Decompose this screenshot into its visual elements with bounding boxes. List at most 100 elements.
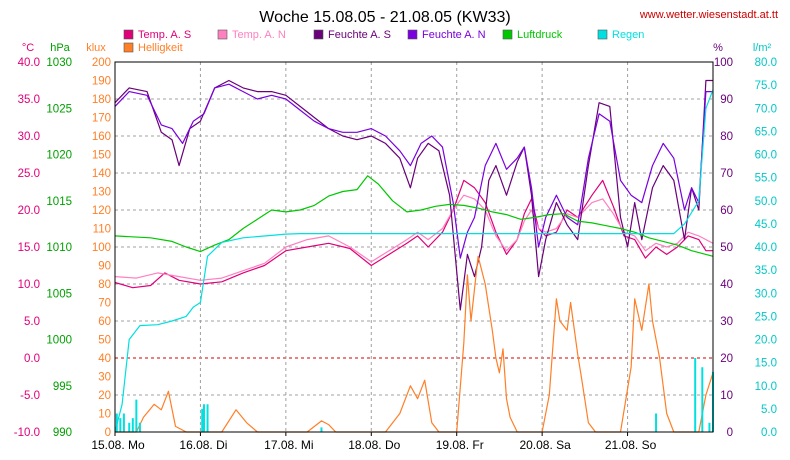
- rain-tick-label: 80.0: [755, 57, 777, 69]
- series-line-temp_s: [114, 179, 713, 289]
- rain-tick-label: 0.0: [761, 427, 777, 439]
- x-tick-label: 15.08. Mo: [91, 438, 145, 452]
- x-tick-label: 18.08. Do: [348, 438, 400, 452]
- light-tick-label: 40: [98, 353, 111, 365]
- series-line-regen: [114, 89, 714, 433]
- legend-swatch: [407, 29, 418, 40]
- pressure-tick-label: 995: [53, 381, 72, 393]
- rain-tick-label: 10.0: [755, 381, 777, 393]
- temp-tick-label: 5.0: [24, 316, 40, 328]
- light-tick-label: 100: [92, 242, 111, 254]
- rain-tick-label: 15.0: [755, 358, 777, 370]
- pressure-tick-label: 1030: [46, 57, 72, 69]
- legend-label: Temp. A. S: [138, 29, 191, 41]
- chart-legend: Temp. A. S Temp. A. N Feuchte A. S Feuchte …: [123, 29, 644, 54]
- x-tick-label: 16.08. Di: [179, 438, 227, 452]
- light-tick-label: 150: [92, 150, 111, 162]
- pressure-tick-label: 1000: [46, 335, 72, 347]
- humidity-tick-label: 10: [720, 390, 733, 402]
- pressure-tick-label: 1025: [46, 103, 72, 115]
- pressure-tick-label: 1020: [46, 150, 72, 162]
- light-tick-label: 80: [98, 279, 111, 291]
- light-tick-label: 140: [92, 168, 111, 180]
- legend-swatch: [217, 29, 228, 40]
- rain-tick-label: 5.0: [761, 404, 777, 416]
- x-tick-label: 19.08. Fr: [436, 438, 484, 452]
- light-tick-label: 30: [98, 372, 111, 384]
- temp-tick-label: 40.0: [18, 57, 40, 69]
- humidity-tick-label: 50: [720, 242, 733, 254]
- temp-tick-label: 20.0: [18, 205, 40, 217]
- light-tick-label: 10: [98, 409, 111, 421]
- rain-tick-label: 70.0: [755, 103, 777, 115]
- x-tick-label: 21.08. So: [605, 438, 657, 452]
- temp-tick-label: 0.0: [24, 353, 40, 365]
- humidity-tick-label: 40: [720, 279, 733, 291]
- temp-tick-label: -5.0: [20, 390, 40, 402]
- light-tick-label: 170: [92, 113, 111, 125]
- rain-tick-label: 30.0: [755, 288, 777, 300]
- light-tick-label: 70: [98, 298, 111, 310]
- legend-swatch: [123, 29, 134, 40]
- legend-label: Feuchte A. N: [422, 29, 486, 41]
- pressure-unit-label: hPa: [50, 42, 70, 54]
- humidity-tick-label: 20: [720, 353, 733, 365]
- legend-label: Helligkeit: [138, 42, 183, 54]
- rain-tick-label: 55.0: [755, 173, 777, 185]
- series-line-feuchte_s: [114, 79, 713, 311]
- legend-swatch: [313, 29, 324, 40]
- rain-tick-label: 25.0: [755, 311, 777, 323]
- legend-label: Luftdruck: [517, 29, 563, 41]
- light-tick-label: 0: [105, 427, 111, 439]
- light-tick-label: 160: [92, 131, 111, 143]
- temp-unit-label: °C: [22, 42, 34, 54]
- source-link[interactable]: www.wetter.wiesenstadt.at.tt: [639, 9, 778, 21]
- temp-tick-label: 30.0: [18, 131, 40, 143]
- temp-tick-label: -10.0: [14, 427, 40, 439]
- light-tick-label: 120: [92, 205, 111, 217]
- light-tick-label: 50: [98, 335, 111, 347]
- humidity-tick-label: 60: [720, 205, 733, 217]
- light-tick-label: 190: [92, 76, 111, 88]
- legend-label: Feuchte A. S: [328, 29, 391, 41]
- series-line-luftdruck: [114, 175, 714, 257]
- legend-swatch: [502, 29, 513, 40]
- humidity-tick-label: 90: [720, 94, 733, 106]
- legend-label: Regen: [612, 29, 644, 41]
- rain-tick-label: 20.0: [755, 335, 777, 347]
- pressure-tick-label: 990: [53, 427, 72, 439]
- humidity-tick-label: 30: [720, 316, 733, 328]
- light-tick-label: 60: [98, 316, 111, 328]
- chart-series: [114, 79, 714, 433]
- series-line-feuchte_n: [114, 83, 713, 259]
- legend-swatch: [123, 42, 134, 53]
- rain-tick-label: 40.0: [755, 242, 777, 254]
- light-tick-label: 130: [92, 187, 111, 199]
- pressure-tick-label: 1005: [46, 288, 72, 300]
- temp-tick-label: 25.0: [18, 168, 40, 180]
- pressure-tick-label: 1010: [46, 242, 72, 254]
- rain-tick-label: 65.0: [755, 126, 777, 138]
- humidity-tick-label: 0: [727, 427, 733, 439]
- legend-label: Temp. A. N: [232, 29, 286, 41]
- rain-tick-label: 45.0: [755, 219, 777, 231]
- pressure-tick-label: 1015: [46, 196, 72, 208]
- humidity-tick-label: 80: [720, 131, 733, 143]
- chart-grid: [115, 62, 713, 432]
- light-tick-label: 90: [98, 261, 111, 273]
- rain-tick-label: 50.0: [755, 196, 777, 208]
- humidity-tick-label: 70: [720, 168, 733, 180]
- temp-tick-label: 35.0: [18, 94, 40, 106]
- series-line-temp_n: [114, 194, 714, 281]
- temp-tick-label: 10.0: [18, 279, 40, 291]
- light-unit-label: klux: [86, 42, 106, 54]
- temp-tick-label: 15.0: [18, 242, 40, 254]
- light-tick-label: 200: [92, 57, 111, 69]
- rain-tick-label: 60.0: [755, 150, 777, 162]
- rain-unit-label: l/m²: [753, 42, 772, 54]
- light-tick-label: 180: [92, 94, 111, 106]
- humidity-tick-label: 100: [714, 57, 733, 69]
